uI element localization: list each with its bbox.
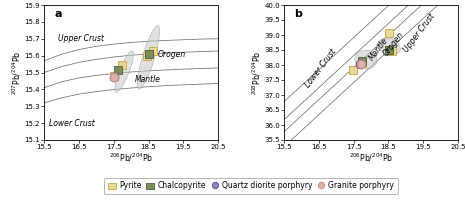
Point [385,31,393,34]
Text: Mantle: Mantle [134,75,160,84]
Point [149,50,156,53]
Point [388,49,396,52]
Y-axis label: $^{208}$Pb/$^{204}$Pb: $^{208}$Pb/$^{204}$Pb [251,50,263,95]
Text: Upper Crust: Upper Crust [58,34,104,43]
Text: a: a [54,9,62,19]
Point [111,75,118,79]
Point [146,53,153,56]
Text: Lower Crust: Lower Crust [49,119,95,128]
Ellipse shape [355,50,377,69]
Point [119,63,126,67]
Point [359,60,366,63]
Y-axis label: $^{207}$Pb/$^{204}$Pb: $^{207}$Pb/$^{204}$Pb [11,50,23,95]
Text: b: b [294,9,302,19]
Point [111,76,118,79]
Legend: Pyrite, Chalcopyrite, Quartz diorite porphyry, Granite porphyry: Pyrite, Chalcopyrite, Quartz diorite por… [104,178,398,194]
Ellipse shape [115,51,133,92]
Text: Orogen: Orogen [381,30,405,58]
Text: Upper Crust: Upper Crust [402,11,437,54]
Point [357,62,365,65]
Point [110,74,118,77]
Point [143,55,151,58]
Point [356,63,364,66]
X-axis label: $^{206}$Pb/$^{204}$Pb: $^{206}$Pb/$^{204}$Pb [109,152,153,164]
Text: Orogen: Orogen [157,50,186,59]
X-axis label: $^{206}$Pb/$^{204}$Pb: $^{206}$Pb/$^{204}$Pb [349,152,393,164]
Ellipse shape [137,25,159,89]
Point [114,68,122,72]
Text: Mantle: Mantle [368,36,391,62]
Ellipse shape [378,38,400,55]
Point [359,61,366,64]
Point [385,48,393,52]
Text: Lower Crust: Lower Crust [303,47,338,89]
Point [349,69,357,72]
